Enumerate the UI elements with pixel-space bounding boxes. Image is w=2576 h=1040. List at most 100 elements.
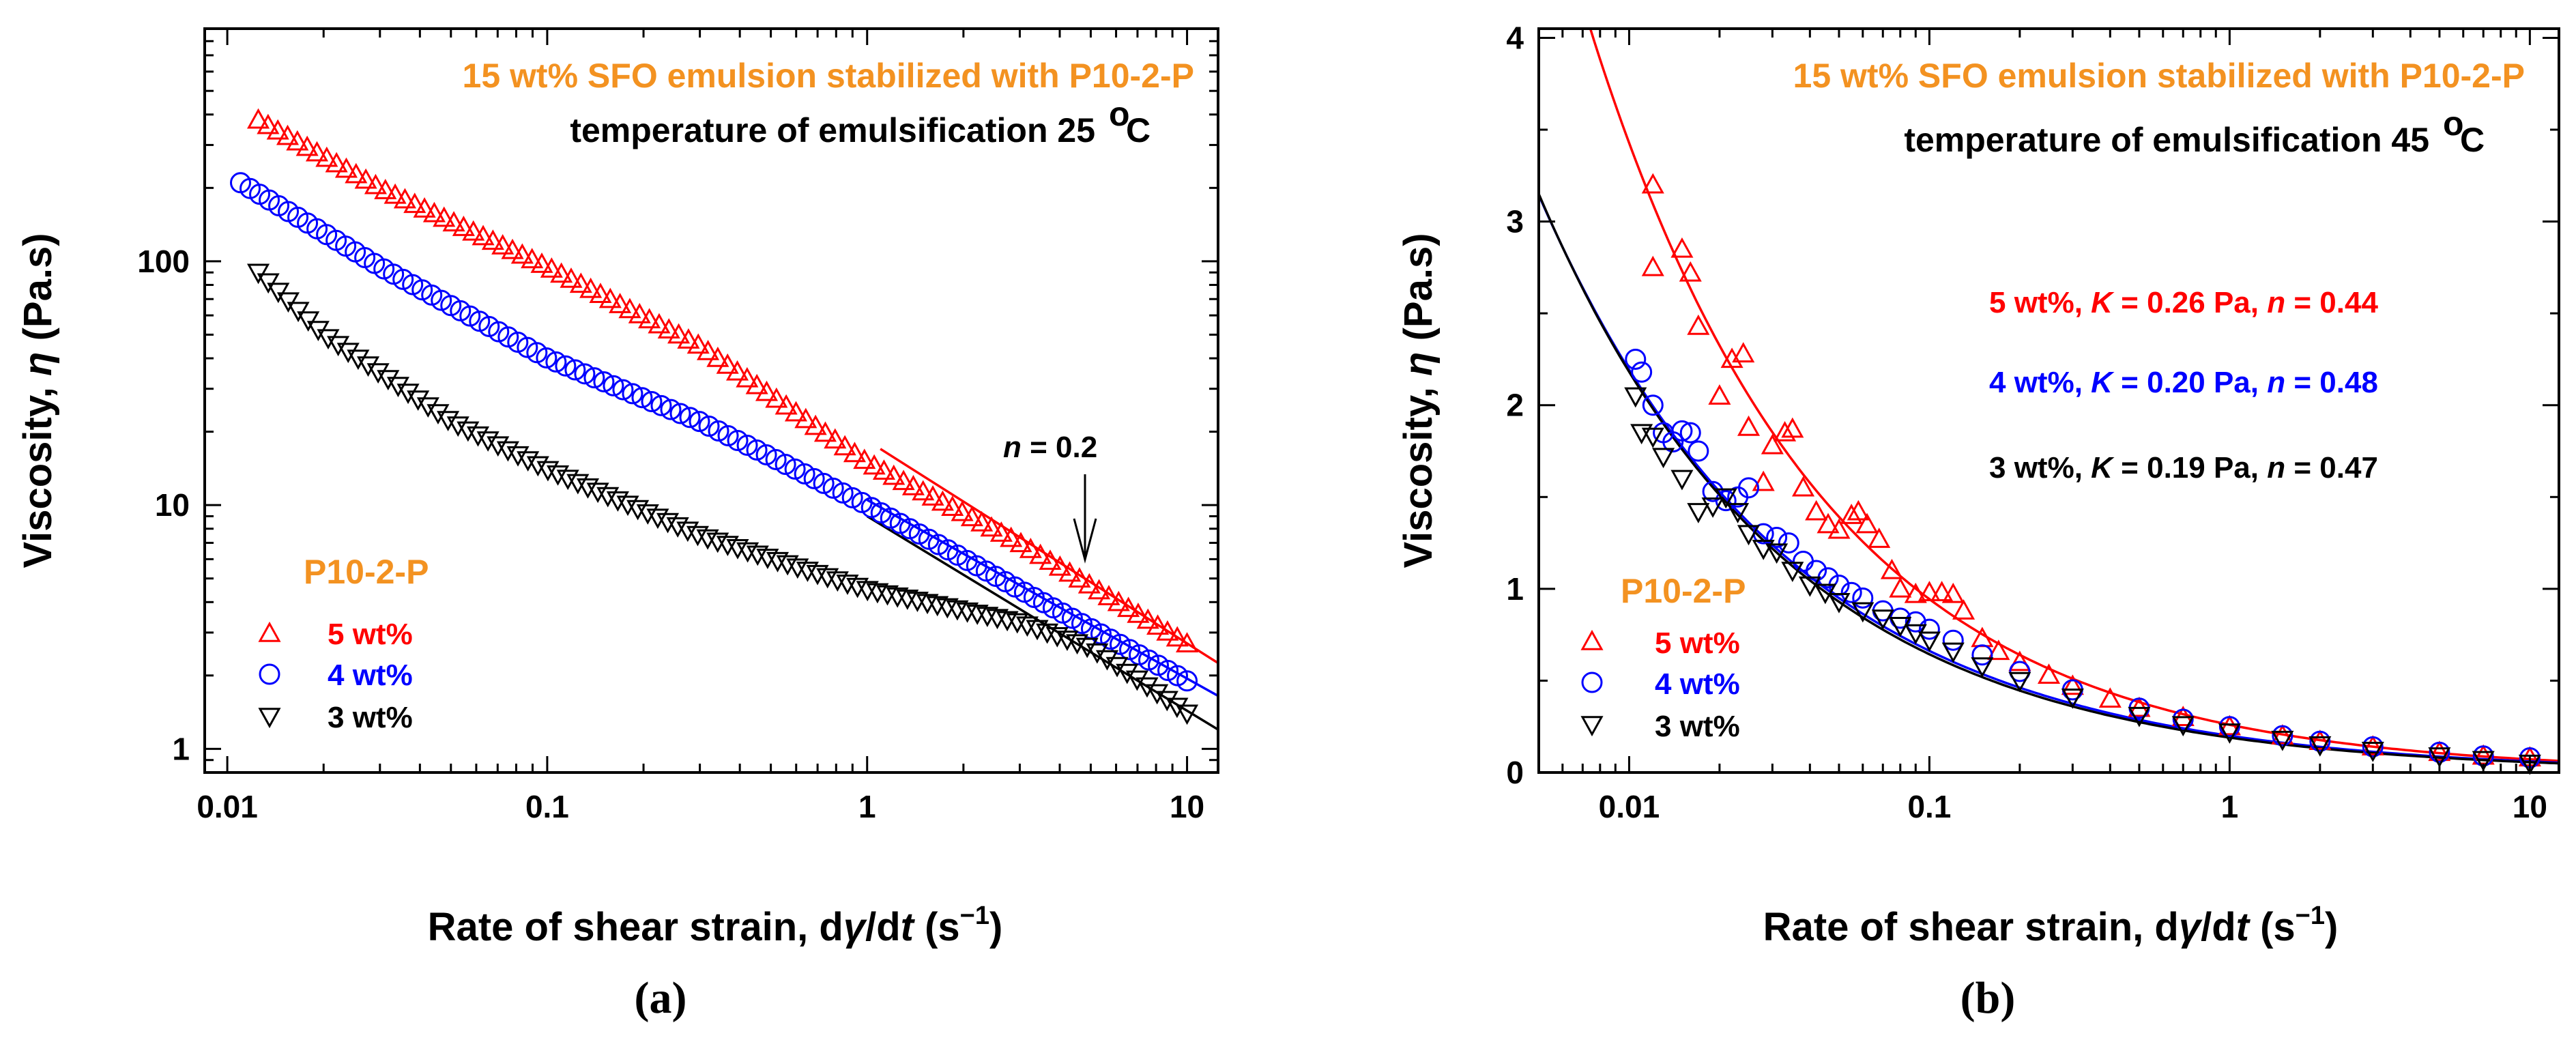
chart-b-point-s1: [1905, 611, 1926, 633]
chart-a-ytick-label: 100: [137, 244, 190, 279]
chart-b-point-s2: [1701, 497, 1724, 518]
chart-a-point-s0: [736, 366, 759, 388]
chart-a-point-s2: [416, 397, 439, 418]
chart-a-point-s0: [872, 459, 895, 480]
chart-b-point-s0: [2472, 744, 2495, 765]
chart-a-plot-frame: [203, 27, 1219, 774]
chart-a-point-s2: [547, 465, 570, 486]
chart-b-point-s0: [1737, 415, 1761, 436]
chart-a-point-s0: [628, 302, 651, 323]
chart-a-point-s2: [526, 456, 549, 477]
chart-b-ylabel: Viscosity, η (Pa.s): [1396, 233, 1441, 568]
chart-a-point-s0: [1009, 532, 1032, 553]
chart-b-legend: 5 wt% 4 wt% 3 wt%: [1580, 626, 1740, 743]
chart-b-point-s0: [1670, 237, 1694, 258]
chart-b-point-s1: [1942, 629, 1964, 651]
chart-b: 0.01 0.1 1 10 0 1 2 3 4 15 wt% SFO emulsion stab…: [1396, 20, 2560, 1023]
chart-b-point-s0: [2428, 740, 2451, 762]
chart-b-point-s0: [1752, 470, 1775, 491]
chart-b-point-s1: [2272, 725, 2293, 747]
chart-a-point-s0: [912, 480, 935, 501]
chart-b-fit-params: 5 wt%, K = 0.26 Pa, n = 0.44 4 wt%, K = …: [1989, 286, 2378, 485]
chart-b-point-s0: [1889, 577, 1912, 598]
chart-a: 0.01 0.1 1 10 1 10 100 15 wt% SFO emulsion sta…: [16, 27, 1219, 1023]
chart-a-point-s0: [560, 267, 583, 288]
chart-b-ytick-label: 0: [1506, 755, 1524, 790]
chart-a-point-s0: [481, 229, 504, 250]
chart-a-xtick-label: 0.01: [197, 789, 258, 824]
chart-a-point-s2: [786, 558, 809, 579]
chart-b-legend-item-5wt: [1580, 629, 1604, 650]
chart-a-xtick-label: 1: [858, 789, 876, 824]
chart-a-point-s2: [366, 363, 390, 384]
chart-b-point-s0: [1817, 512, 1840, 534]
chart-b-point-s0: [1761, 433, 1784, 454]
chart-b-point-s2: [1765, 543, 1789, 564]
chart-a-point-s0: [1117, 596, 1140, 618]
chart-a-point-s0: [638, 308, 661, 329]
chart-a-legend-label-3wt: 3 wt%: [328, 701, 413, 734]
chart-b-legend-label-3wt: 3 wt%: [1655, 710, 1740, 743]
chart-b-legend-marker: [1580, 629, 1604, 650]
chart-a-point-s1: [669, 403, 691, 424]
chart-b-legend-item-3wt: [1580, 716, 1604, 737]
chart-b-degree-symbol: o: [2443, 104, 2464, 143]
chart-a-point-s0: [931, 490, 954, 511]
chart-a-point-s2: [426, 404, 450, 425]
chart-b-point-s2: [1641, 427, 1664, 448]
chart-a-point-s0: [530, 252, 553, 273]
chart-a-point-s0: [706, 346, 729, 367]
chart-a-point-s0: [442, 211, 465, 232]
chart-a-point-s2: [1006, 613, 1029, 634]
chart-b-point-s1: [2309, 730, 2331, 752]
chart-b-point-s2: [2061, 688, 2084, 709]
chart-b-point-s1: [1671, 420, 1693, 442]
chart-a-point-s1: [775, 453, 796, 475]
chart-b-point-s2: [1798, 576, 1821, 597]
chart-a-point-s0: [1048, 555, 1071, 576]
chart-b-point-s1: [1679, 422, 1701, 444]
chart-b-point-s1: [1766, 527, 1788, 549]
chart-a-point-s2: [437, 411, 460, 432]
chart-a-point-s0: [305, 141, 329, 162]
chart-a-point-s2: [826, 571, 849, 592]
chart-b-point-s1: [2009, 661, 2031, 682]
chart-a-point-s1: [746, 439, 768, 461]
chart-a-point-s1: [803, 467, 825, 489]
chart-b-point-s1: [1642, 394, 1664, 416]
chart-b-legend-marker: [1581, 671, 1603, 693]
chart-a-point-s2: [756, 549, 779, 569]
chart-a-legend-label-5wt: 5 wt%: [328, 618, 413, 651]
chart-b-point-s0: [1687, 314, 1710, 335]
chart-a-point-s2: [816, 568, 839, 589]
chart-a-legend-label-4wt: 4 wt%: [328, 659, 413, 692]
chart-a-point-s0: [648, 313, 671, 334]
chart-b-point-s2: [1871, 609, 1894, 631]
chart-b-point-s1: [1688, 440, 1709, 462]
chart-a-point-s0: [462, 220, 485, 241]
chart-b-ytick-label: 2: [1506, 388, 1524, 423]
chart-b-point-s0: [1930, 581, 1954, 601]
chart-b-point-s0: [1774, 421, 1797, 442]
chart-b-point-s0: [2271, 724, 2294, 745]
chart-a-point-s2: [1105, 656, 1129, 678]
chart-a-point-s0: [266, 119, 289, 140]
chart-a-point-s2: [1036, 623, 1059, 644]
chart-b-point-s0: [1941, 582, 1965, 603]
chart-b-point-s2: [2361, 742, 2384, 762]
chart-b-point-s0: [2309, 730, 2332, 750]
chart-b-fit-curve-1: [1539, 194, 2559, 764]
chart-a-point-s2: [1125, 670, 1148, 691]
chart-a-point-s0: [804, 414, 827, 435]
chart-b-fit-param-4wt: 4 wt%, K = 0.20 Pa, n = 0.48: [1989, 366, 2378, 399]
chart-b-point-s2: [2518, 754, 2541, 775]
chart-b-point-s1: [2362, 736, 2384, 757]
chart-b-point-s2: [2428, 747, 2451, 768]
chart-a-point-s0: [501, 238, 524, 259]
chart-a-point-s0: [598, 287, 622, 308]
chart-b-point-s0: [1855, 512, 1879, 534]
chart-b-point-s0: [1952, 599, 1976, 620]
chart-a-point-s0: [725, 360, 749, 381]
chart-a-point-s1: [1176, 670, 1198, 692]
